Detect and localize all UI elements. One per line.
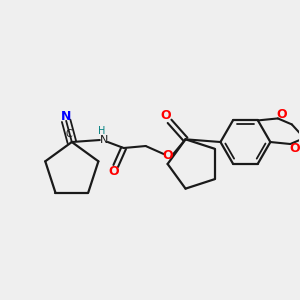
Text: O: O	[160, 109, 171, 122]
Text: C: C	[65, 129, 72, 139]
Text: O: O	[108, 165, 119, 178]
Text: O: O	[162, 149, 173, 163]
Text: H: H	[98, 126, 105, 136]
Text: O: O	[277, 108, 287, 121]
Text: N: N	[61, 110, 71, 123]
Text: O: O	[289, 142, 300, 154]
Text: N: N	[100, 135, 108, 145]
